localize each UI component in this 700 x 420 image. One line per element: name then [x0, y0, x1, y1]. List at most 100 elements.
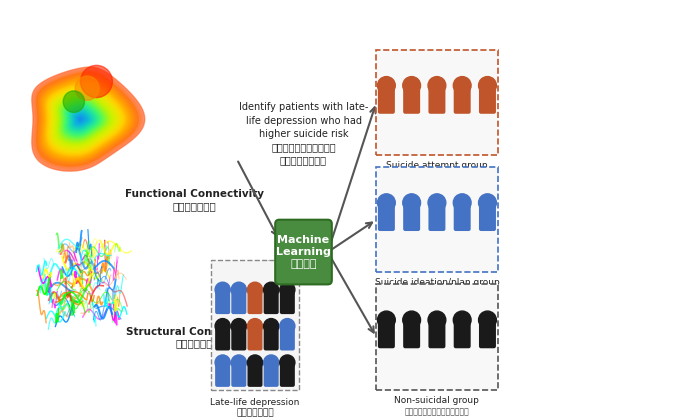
Polygon shape	[35, 70, 141, 168]
Circle shape	[428, 76, 446, 94]
Circle shape	[247, 355, 262, 370]
Polygon shape	[56, 93, 113, 145]
Polygon shape	[60, 97, 108, 141]
Circle shape	[428, 311, 446, 329]
FancyBboxPatch shape	[231, 289, 246, 314]
FancyBboxPatch shape	[378, 202, 395, 231]
Circle shape	[215, 282, 230, 297]
Polygon shape	[51, 88, 119, 150]
Circle shape	[402, 76, 421, 94]
Polygon shape	[54, 91, 116, 147]
Polygon shape	[48, 85, 123, 153]
Polygon shape	[59, 96, 108, 142]
Polygon shape	[67, 105, 99, 134]
Polygon shape	[41, 78, 132, 161]
Circle shape	[377, 76, 395, 94]
Polygon shape	[48, 84, 124, 155]
FancyBboxPatch shape	[403, 202, 420, 231]
Circle shape	[402, 311, 421, 329]
Circle shape	[454, 76, 471, 94]
Polygon shape	[61, 98, 106, 140]
Text: Suicide attempt group: Suicide attempt group	[386, 161, 488, 170]
Circle shape	[231, 319, 246, 334]
Polygon shape	[56, 93, 113, 145]
Circle shape	[80, 66, 113, 97]
Polygon shape	[66, 103, 100, 135]
Polygon shape	[58, 95, 110, 143]
Circle shape	[63, 91, 85, 113]
FancyBboxPatch shape	[280, 289, 295, 314]
Circle shape	[377, 311, 395, 329]
Polygon shape	[34, 69, 142, 169]
FancyBboxPatch shape	[215, 289, 230, 314]
Polygon shape	[46, 81, 127, 157]
Circle shape	[280, 319, 295, 334]
FancyBboxPatch shape	[215, 325, 230, 351]
Polygon shape	[38, 74, 136, 164]
Circle shape	[479, 311, 496, 329]
Circle shape	[454, 311, 471, 329]
Polygon shape	[78, 117, 83, 121]
Text: Functional Connectivity
靜息態功能連接: Functional Connectivity 靜息態功能連接	[125, 189, 264, 211]
Polygon shape	[43, 79, 131, 160]
Polygon shape	[45, 81, 128, 158]
Polygon shape	[74, 112, 90, 126]
FancyBboxPatch shape	[479, 85, 496, 114]
Polygon shape	[51, 88, 119, 150]
Polygon shape	[71, 109, 93, 129]
Circle shape	[280, 355, 295, 370]
Circle shape	[247, 282, 262, 297]
Polygon shape	[73, 111, 91, 127]
Circle shape	[454, 194, 471, 212]
FancyBboxPatch shape	[275, 220, 332, 284]
FancyBboxPatch shape	[377, 167, 498, 272]
FancyBboxPatch shape	[479, 202, 496, 231]
FancyBboxPatch shape	[215, 362, 230, 387]
Circle shape	[264, 319, 279, 334]
Polygon shape	[63, 100, 104, 138]
Polygon shape	[57, 94, 111, 144]
Text: 曾試圖自殺的老年抑鬱症患者: 曾試圖自殺的老年抑鬱症患者	[407, 173, 467, 182]
Polygon shape	[71, 110, 92, 129]
Polygon shape	[41, 76, 133, 162]
FancyBboxPatch shape	[211, 260, 300, 389]
FancyBboxPatch shape	[377, 50, 498, 155]
Polygon shape	[38, 74, 137, 165]
Circle shape	[280, 282, 295, 297]
Circle shape	[264, 282, 279, 297]
Circle shape	[479, 194, 496, 212]
FancyBboxPatch shape	[454, 319, 470, 348]
FancyBboxPatch shape	[248, 289, 262, 314]
Polygon shape	[53, 90, 116, 148]
FancyBboxPatch shape	[248, 325, 262, 351]
Polygon shape	[36, 72, 139, 166]
Text: Non-suicidal group: Non-suicidal group	[395, 396, 480, 404]
Circle shape	[264, 355, 279, 370]
Polygon shape	[76, 114, 87, 124]
Polygon shape	[71, 109, 93, 129]
Polygon shape	[36, 72, 139, 166]
Polygon shape	[62, 100, 105, 139]
Circle shape	[231, 282, 246, 297]
Polygon shape	[32, 67, 145, 171]
FancyBboxPatch shape	[280, 325, 295, 351]
FancyBboxPatch shape	[248, 362, 262, 387]
Text: Identify patients with late-
life depression who had
higher suicide risk
識別出具有更高: Identify patients with late- life depres…	[239, 102, 368, 165]
FancyBboxPatch shape	[378, 319, 395, 348]
FancyBboxPatch shape	[403, 85, 420, 114]
Polygon shape	[68, 105, 97, 133]
Text: Late-life depression
老年抑鬱症患者: Late-life depression 老年抑鬱症患者	[210, 398, 300, 417]
Polygon shape	[66, 103, 100, 135]
Polygon shape	[40, 76, 134, 163]
Polygon shape	[69, 107, 96, 131]
Circle shape	[215, 355, 230, 370]
FancyBboxPatch shape	[264, 362, 279, 387]
FancyBboxPatch shape	[264, 325, 279, 351]
Circle shape	[247, 319, 262, 334]
Polygon shape	[32, 67, 145, 171]
FancyBboxPatch shape	[403, 319, 420, 348]
Polygon shape	[46, 83, 125, 155]
Polygon shape	[43, 79, 130, 159]
Polygon shape	[41, 78, 132, 161]
Polygon shape	[78, 116, 85, 122]
